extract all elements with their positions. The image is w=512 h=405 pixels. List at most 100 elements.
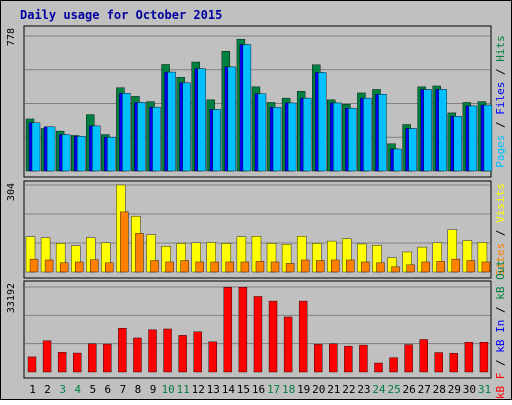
bar-sites-30 xyxy=(466,260,476,273)
x-label-16: 16 xyxy=(252,383,265,396)
bar-kb-f-6 xyxy=(103,343,112,373)
panel-middle: 304 xyxy=(6,183,491,273)
bar-sites-21 xyxy=(331,259,340,273)
bar-sites-23 xyxy=(361,261,370,273)
panel-bottom: 33192 xyxy=(6,283,490,373)
bar-pages-26 xyxy=(408,128,417,172)
bar-sites-18 xyxy=(285,263,295,273)
bar-kb-f-29 xyxy=(449,353,459,373)
bar-kb-f-4 xyxy=(72,352,82,373)
x-label-6: 6 xyxy=(105,383,112,396)
bar-sites-15 xyxy=(240,261,250,273)
x-label-7: 7 xyxy=(120,383,127,396)
x-label-10: 10 xyxy=(161,383,174,396)
bar-pages-6 xyxy=(107,136,116,172)
bar-pages-21 xyxy=(333,102,342,172)
bar-kb-f-3 xyxy=(57,352,67,373)
legend-item-kb-f: kB F xyxy=(494,373,507,400)
legend-item-pages: Pages xyxy=(494,135,507,168)
bar-pages-29 xyxy=(453,116,463,172)
bar-kb-f-23 xyxy=(359,344,368,373)
bar-sites-9 xyxy=(150,260,159,273)
bar-sites-26 xyxy=(406,264,415,273)
bar-sites-27 xyxy=(421,261,430,273)
x-label-29: 29 xyxy=(448,383,461,396)
legend-item-files: Files xyxy=(494,82,507,115)
x-label-19: 19 xyxy=(297,383,310,396)
bar-pages-4 xyxy=(76,136,86,172)
bar-kb-f-21 xyxy=(329,343,338,373)
chart-panels: 778 304 33192 xyxy=(6,28,493,373)
legend-separator: / xyxy=(494,353,507,373)
bar-pages-13 xyxy=(212,109,221,172)
bar-sites-16 xyxy=(255,261,265,273)
bar-pages-1 xyxy=(31,122,41,172)
bar-kb-f-8 xyxy=(133,337,142,373)
x-label-4: 4 xyxy=(74,383,81,396)
bar-sites-2 xyxy=(44,259,54,273)
bar-pages-5 xyxy=(92,125,101,172)
bar-pages-7 xyxy=(122,93,131,172)
x-label-30: 30 xyxy=(463,383,476,396)
panel-bottom-max-label: 33192 xyxy=(6,283,17,313)
bar-kb-f-19 xyxy=(298,300,308,373)
bar-sites-25 xyxy=(391,266,400,273)
bar-kb-f-15 xyxy=(238,287,248,373)
x-label-11: 11 xyxy=(177,383,190,396)
bar-kb-f-17 xyxy=(268,300,278,373)
bar-pages-8 xyxy=(137,102,146,172)
x-label-20: 20 xyxy=(312,383,325,396)
legend-item-kb-in: kB In xyxy=(494,320,507,353)
x-label-9: 9 xyxy=(150,383,157,396)
bar-pages-9 xyxy=(152,106,161,172)
bar-kb-f-13 xyxy=(208,341,217,373)
bar-kb-f-22 xyxy=(344,345,353,373)
bar-sites-22 xyxy=(346,259,355,273)
bar-pages-22 xyxy=(348,107,357,172)
bar-kb-f-9 xyxy=(148,329,157,373)
x-label-8: 8 xyxy=(135,383,142,396)
legend-item-sites: Sites xyxy=(494,243,507,276)
x-label-28: 28 xyxy=(433,383,446,396)
chart-title: Daily usage for October 2015 xyxy=(20,8,222,22)
bar-sites-28 xyxy=(436,261,445,273)
bar-pages-12 xyxy=(197,68,206,172)
legend-separator: / xyxy=(494,300,507,320)
x-label-18: 18 xyxy=(282,383,295,396)
bar-pages-31 xyxy=(483,104,493,172)
bar-kb-f-11 xyxy=(178,335,187,373)
bar-sites-7 xyxy=(120,211,129,273)
x-label-2: 2 xyxy=(44,383,51,396)
bar-pages-28 xyxy=(438,89,447,172)
bar-kb-f-10 xyxy=(163,328,172,373)
bar-pages-15 xyxy=(242,44,252,172)
bar-kb-f-27 xyxy=(419,339,428,373)
bar-sites-29 xyxy=(451,258,461,273)
bar-kb-f-31 xyxy=(479,342,489,373)
x-label-14: 14 xyxy=(222,383,236,396)
legend-separator: / xyxy=(494,223,507,243)
legend-middle: Sites / Visits xyxy=(494,183,507,276)
bar-sites-5 xyxy=(90,259,99,273)
bar-pages-18 xyxy=(287,102,297,172)
legend-item-hits: Hits xyxy=(494,35,507,62)
bar-sites-13 xyxy=(210,261,219,273)
legend-separator: / xyxy=(494,62,507,82)
bar-kb-f-26 xyxy=(404,344,413,373)
x-label-25: 25 xyxy=(387,383,400,396)
x-label-26: 26 xyxy=(403,383,416,396)
bar-pages-30 xyxy=(468,105,478,172)
legend-bottom: kB F / kB In / kB Out xyxy=(494,260,507,399)
panel-middle-max-label: 304 xyxy=(6,183,17,201)
bar-kb-f-5 xyxy=(88,343,97,373)
x-label-23: 23 xyxy=(357,383,370,396)
bar-sites-12 xyxy=(195,261,204,273)
bar-sites-11 xyxy=(180,260,189,273)
x-label-12: 12 xyxy=(192,383,205,396)
panel-top-max-label: 778 xyxy=(6,28,17,46)
bar-sites-24 xyxy=(376,262,385,273)
legend-item-kb-out: kB Out xyxy=(494,260,507,300)
bar-kb-f-20 xyxy=(314,344,323,373)
